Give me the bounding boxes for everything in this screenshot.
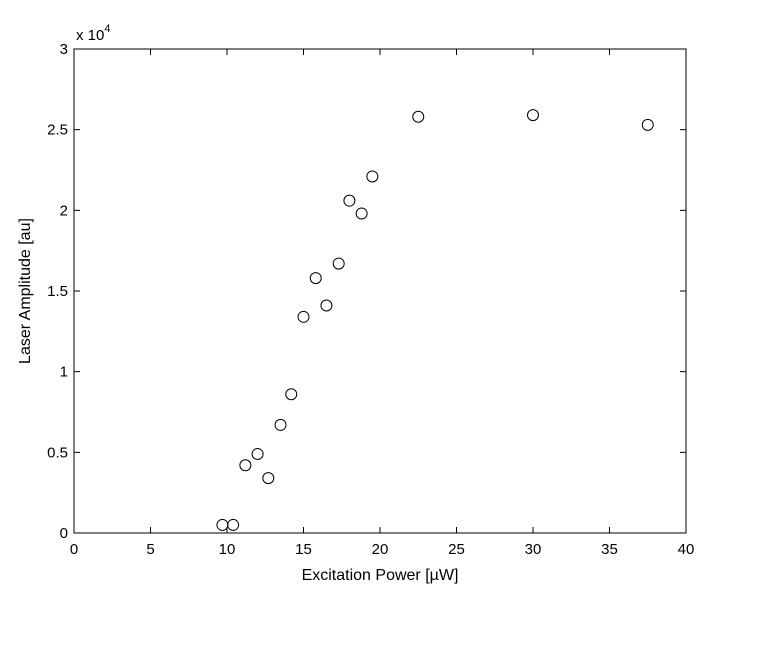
x-tick-label: 20 xyxy=(372,541,389,558)
y-tick-label: 2 xyxy=(60,202,68,219)
plot-area xyxy=(73,48,687,534)
data-point xyxy=(251,447,264,460)
y-multiplier-base: x 10 xyxy=(76,27,104,44)
x-tick-label: 5 xyxy=(146,541,154,558)
data-point xyxy=(262,472,275,485)
y-tick-label: 0 xyxy=(60,525,68,542)
data-point xyxy=(412,110,425,123)
data-point xyxy=(355,207,368,220)
x-tick-label: 25 xyxy=(448,541,465,558)
y-multiplier-exponent: 4 xyxy=(104,23,110,35)
data-point xyxy=(227,518,240,531)
data-point xyxy=(309,272,322,285)
y-tick-label: 0.5 xyxy=(47,444,68,461)
data-point xyxy=(366,170,379,183)
data-point xyxy=(239,459,252,472)
data-point xyxy=(641,118,654,131)
x-tick-label: 0 xyxy=(70,541,78,558)
x-axis: 0 5 10 15 20 25 30 35 40 xyxy=(70,49,695,558)
data-point xyxy=(332,257,345,270)
y-tick-label: 3 xyxy=(60,41,68,58)
data-point xyxy=(320,299,333,312)
data-point xyxy=(527,109,539,122)
x-tick-label: 35 xyxy=(601,541,618,558)
data-point xyxy=(285,388,298,401)
x-tick-label: 10 xyxy=(219,541,236,558)
y-tick-label: 2.5 xyxy=(47,122,68,139)
x-tick-label: 15 xyxy=(295,541,312,558)
x-tick-label: 40 xyxy=(678,541,695,558)
data-point xyxy=(297,310,310,323)
y-axis-label: Laser Amplitude [au] xyxy=(17,218,34,364)
y-axis: 0 0.5 1 1.5 2 2.5 3 xyxy=(47,41,686,542)
x-axis-label: Excitation Power [µW] xyxy=(302,567,459,584)
data-point xyxy=(274,418,287,431)
y-tick-label: 1 xyxy=(60,364,68,381)
y-tick-label: 1.5 xyxy=(47,283,68,300)
y-multiplier: x 104 xyxy=(76,23,110,44)
x-tick-label: 30 xyxy=(525,541,542,558)
data-point xyxy=(343,194,356,207)
data-points xyxy=(216,109,654,531)
